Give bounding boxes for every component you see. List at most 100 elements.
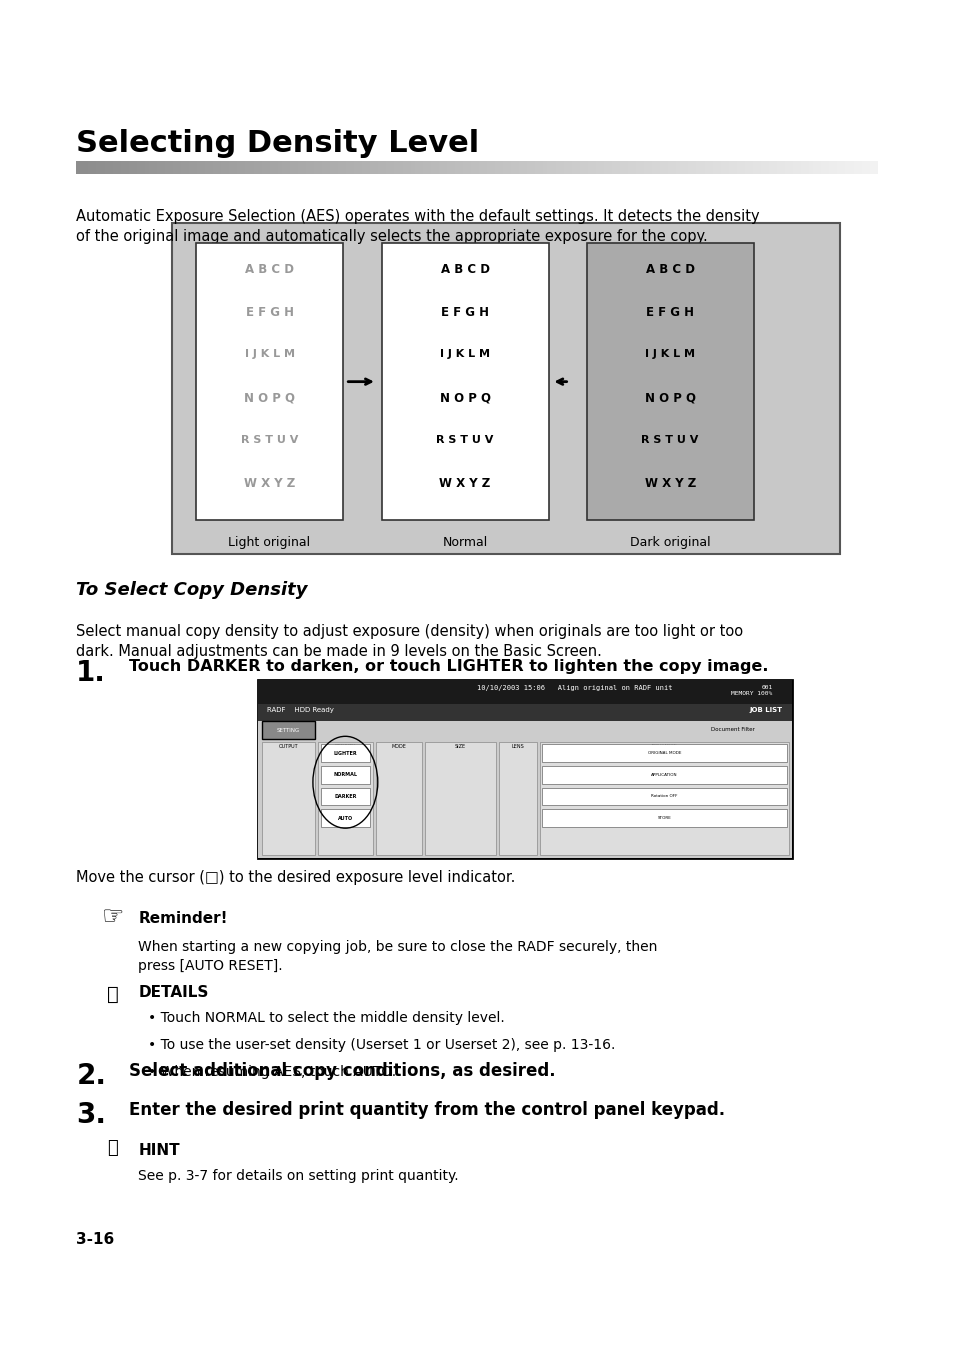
Bar <box>177 161 181 174</box>
Bar <box>301 161 306 174</box>
Bar <box>551 161 555 174</box>
Text: N O P Q: N O P Q <box>644 392 695 405</box>
Text: A B C D: A B C D <box>440 263 489 277</box>
Bar <box>438 161 442 174</box>
Bar <box>502 161 507 174</box>
Bar <box>559 161 563 174</box>
Bar <box>797 161 801 174</box>
Bar <box>145 161 149 174</box>
Text: 2.: 2. <box>76 1062 106 1090</box>
Bar <box>683 161 688 174</box>
Bar <box>498 161 502 174</box>
Bar <box>844 161 848 174</box>
Bar <box>812 161 817 174</box>
Bar <box>321 161 326 174</box>
Text: • When resuming AES, touch AUTO.: • When resuming AES, touch AUTO. <box>148 1065 395 1078</box>
Text: Reminder!: Reminder! <box>138 911 228 925</box>
Text: NORMAL: NORMAL <box>333 773 357 777</box>
Text: Touch DARKER to darken, or touch LIGHTER to lighten the copy image.: Touch DARKER to darken, or touch LIGHTER… <box>129 659 767 674</box>
Bar <box>100 161 105 174</box>
Text: R S T U V: R S T U V <box>436 435 494 444</box>
Bar <box>398 161 402 174</box>
Bar <box>864 161 869 174</box>
Bar <box>281 161 285 174</box>
Bar <box>386 161 390 174</box>
Bar <box>185 161 189 174</box>
Bar <box>390 161 394 174</box>
Bar <box>274 161 277 174</box>
Text: APPLICATION
MODE: APPLICATION MODE <box>651 744 677 753</box>
Bar <box>462 161 466 174</box>
Bar <box>518 161 523 174</box>
Text: Rotation OFF: Rotation OFF <box>651 794 677 798</box>
Text: I J K L M: I J K L M <box>644 349 695 359</box>
Bar <box>172 161 177 174</box>
FancyBboxPatch shape <box>375 742 421 855</box>
Bar <box>563 161 567 174</box>
Bar <box>357 161 362 174</box>
FancyBboxPatch shape <box>541 788 786 805</box>
Text: DENSITY: DENSITY <box>335 744 355 750</box>
Bar <box>217 161 221 174</box>
FancyBboxPatch shape <box>320 744 370 762</box>
Text: DETAILS: DETAILS <box>138 985 209 1000</box>
Bar <box>616 161 619 174</box>
Bar <box>149 161 152 174</box>
Bar <box>824 161 828 174</box>
Bar <box>607 161 611 174</box>
FancyBboxPatch shape <box>317 742 373 855</box>
Bar <box>366 161 370 174</box>
Text: LIGHTER: LIGHTER <box>334 751 356 755</box>
Text: 3-16: 3-16 <box>76 1232 114 1247</box>
FancyBboxPatch shape <box>195 243 343 520</box>
Text: MODE: MODE <box>391 744 406 750</box>
Bar <box>120 161 125 174</box>
Text: Selecting Density Level: Selecting Density Level <box>76 130 479 158</box>
Bar <box>378 161 382 174</box>
Bar <box>125 161 129 174</box>
Bar <box>354 161 357 174</box>
Bar <box>821 161 824 174</box>
Bar <box>659 161 663 174</box>
FancyBboxPatch shape <box>262 721 314 739</box>
Bar <box>165 161 169 174</box>
Bar <box>374 161 378 174</box>
Bar <box>869 161 873 174</box>
Bar <box>116 161 120 174</box>
Bar <box>708 161 712 174</box>
Bar <box>189 161 193 174</box>
Bar <box>511 161 515 174</box>
Bar <box>543 161 547 174</box>
Text: W X Y Z: W X Y Z <box>439 477 490 490</box>
Text: • Touch NORMAL to select the middle density level.: • Touch NORMAL to select the middle dens… <box>148 1011 504 1024</box>
Bar <box>209 161 213 174</box>
Bar <box>350 161 354 174</box>
Bar <box>647 161 652 174</box>
Bar <box>136 161 141 174</box>
Bar <box>297 161 301 174</box>
Bar <box>579 161 583 174</box>
Bar <box>430 161 435 174</box>
Bar <box>857 161 861 174</box>
Bar <box>663 161 668 174</box>
Text: W X Y Z: W X Y Z <box>244 477 294 490</box>
Bar <box>732 161 736 174</box>
Text: 🔍: 🔍 <box>107 985 118 1004</box>
Bar <box>225 161 229 174</box>
Bar <box>471 161 475 174</box>
Bar <box>253 161 257 174</box>
Text: N O P Q: N O P Q <box>439 392 490 405</box>
Bar <box>841 161 844 174</box>
Bar <box>193 161 197 174</box>
Bar <box>555 161 559 174</box>
Bar <box>475 161 478 174</box>
Text: ORIGINAL MODE: ORIGINAL MODE <box>647 751 680 755</box>
Bar <box>627 161 632 174</box>
Text: ☞: ☞ <box>101 905 124 929</box>
Bar <box>861 161 864 174</box>
Text: When starting a new copying job, be sure to close the RADF securely, then
press : When starting a new copying job, be sure… <box>138 940 657 973</box>
Text: A B C D: A B C D <box>645 263 694 277</box>
Bar <box>221 161 225 174</box>
Bar <box>330 161 334 174</box>
Bar <box>89 161 92 174</box>
